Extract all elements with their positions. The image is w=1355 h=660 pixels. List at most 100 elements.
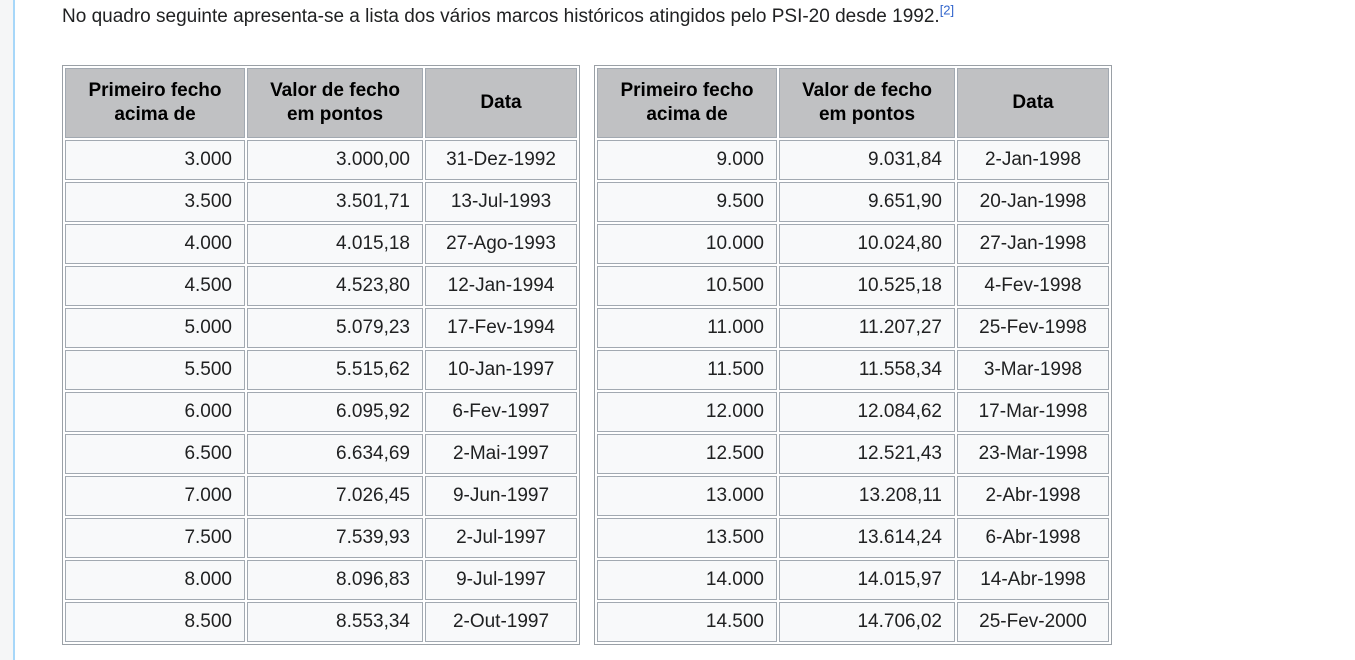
threshold-cell: 5.000 [65, 308, 245, 348]
close-value-cell: 11.558,34 [779, 350, 955, 390]
date-cell: 27-Ago-1993 [425, 224, 577, 264]
date-cell: 23-Mar-1998 [957, 434, 1109, 474]
close-value-cell: 10.024,80 [779, 224, 955, 264]
column-header-date: Data [957, 68, 1109, 138]
date-cell: 12-Jan-1994 [425, 266, 577, 306]
close-value-cell: 4.523,80 [247, 266, 423, 306]
intro-paragraph: No quadro seguinte apresenta-se a lista … [62, 0, 1342, 29]
table-row: 11.500 11.558,34 3-Mar-1998 [597, 350, 1109, 390]
close-value-cell: 13.208,11 [779, 476, 955, 516]
close-value-cell: 9.031,84 [779, 140, 955, 180]
date-cell: 13-Jul-1993 [425, 182, 577, 222]
close-value-cell: 5.079,23 [247, 308, 423, 348]
content-left-border-rail [0, 0, 15, 660]
threshold-cell: 10.500 [597, 266, 777, 306]
table-row: 12.500 12.521,43 23-Mar-1998 [597, 434, 1109, 474]
date-cell: 25-Fev-1998 [957, 308, 1109, 348]
close-value-cell: 6.634,69 [247, 434, 423, 474]
threshold-cell: 10.000 [597, 224, 777, 264]
close-value-cell: 5.515,62 [247, 350, 423, 390]
table-row: 14.000 14.015,97 14-Abr-1998 [597, 560, 1109, 600]
table-row: 5.000 5.079,23 17-Fev-1994 [65, 308, 577, 348]
threshold-cell: 4.500 [65, 266, 245, 306]
date-cell: 27-Jan-1998 [957, 224, 1109, 264]
threshold-cell: 3.000 [65, 140, 245, 180]
column-header-close-value: Valor de fecho em pontos [779, 68, 955, 138]
close-value-cell: 14.015,97 [779, 560, 955, 600]
date-cell: 2-Abr-1998 [957, 476, 1109, 516]
column-header-close-value: Valor de fecho em pontos [247, 68, 423, 138]
close-value-cell: 4.015,18 [247, 224, 423, 264]
table-row: 10.500 10.525,18 4-Fev-1998 [597, 266, 1109, 306]
date-cell: 2-Jan-1998 [957, 140, 1109, 180]
table-row: 3.500 3.501,71 13-Jul-1993 [65, 182, 577, 222]
close-value-cell: 6.095,92 [247, 392, 423, 432]
intro-text: No quadro seguinte apresenta-se a lista … [62, 6, 940, 27]
date-cell: 6-Fev-1997 [425, 392, 577, 432]
threshold-cell: 8.500 [65, 602, 245, 642]
close-value-cell: 7.539,93 [247, 518, 423, 558]
close-value-cell: 12.084,62 [779, 392, 955, 432]
date-cell: 31-Dez-1992 [425, 140, 577, 180]
table-row: 8.000 8.096,83 9-Jul-1997 [65, 560, 577, 600]
header-row: Primeiro fecho acima de Valor de fecho em… [65, 68, 577, 138]
threshold-cell: 13.000 [597, 476, 777, 516]
close-value-cell: 8.096,83 [247, 560, 423, 600]
date-cell: 9-Jun-1997 [425, 476, 577, 516]
close-value-cell: 3.501,71 [247, 182, 423, 222]
table-row: 13.000 13.208,11 2-Abr-1998 [597, 476, 1109, 516]
table-row: 12.000 12.084,62 17-Mar-1998 [597, 392, 1109, 432]
reference-link[interactable]: [2] [939, 2, 955, 18]
date-cell: 3-Mar-1998 [957, 350, 1109, 390]
close-value-cell: 10.525,18 [779, 266, 955, 306]
date-cell: 6-Abr-1998 [957, 518, 1109, 558]
close-value-cell: 8.553,34 [247, 602, 423, 642]
threshold-cell: 6.500 [65, 434, 245, 474]
table-row: 6.500 6.634,69 2-Mai-1997 [65, 434, 577, 474]
threshold-cell: 4.000 [65, 224, 245, 264]
date-cell: 17-Fev-1994 [425, 308, 577, 348]
close-value-cell: 3.000,00 [247, 140, 423, 180]
threshold-cell: 6.000 [65, 392, 245, 432]
threshold-cell: 5.500 [65, 350, 245, 390]
header-row: Primeiro fecho acima de Valor de fecho em… [597, 68, 1109, 138]
date-cell: 10-Jan-1997 [425, 350, 577, 390]
close-value-cell: 14.706,02 [779, 602, 955, 642]
table-row: 4.000 4.015,18 27-Ago-1993 [65, 224, 577, 264]
milestones-table-left: Primeiro fecho acima de Valor de fecho em… [62, 65, 580, 645]
threshold-cell: 8.000 [65, 560, 245, 600]
date-cell: 2-Mai-1997 [425, 434, 577, 474]
milestones-tables: Primeiro fecho acima de Valor de fecho em… [62, 65, 1342, 645]
threshold-cell: 11.500 [597, 350, 777, 390]
close-value-cell: 7.026,45 [247, 476, 423, 516]
table-row: 3.000 3.000,00 31-Dez-1992 [65, 140, 577, 180]
close-value-cell: 13.614,24 [779, 518, 955, 558]
date-cell: 25-Fev-2000 [957, 602, 1109, 642]
table-row: 9.500 9.651,90 20-Jan-1998 [597, 182, 1109, 222]
date-cell: 2-Jul-1997 [425, 518, 577, 558]
date-cell: 17-Mar-1998 [957, 392, 1109, 432]
threshold-cell: 7.000 [65, 476, 245, 516]
table-row: 13.500 13.614,24 6-Abr-1998 [597, 518, 1109, 558]
table-row: 4.500 4.523,80 12-Jan-1994 [65, 266, 577, 306]
threshold-cell: 9.500 [597, 182, 777, 222]
threshold-cell: 14.500 [597, 602, 777, 642]
threshold-cell: 12.000 [597, 392, 777, 432]
table-row: 6.000 6.095,92 6-Fev-1997 [65, 392, 577, 432]
milestones-table-right: Primeiro fecho acima de Valor de fecho em… [594, 65, 1112, 645]
table-row: 5.500 5.515,62 10-Jan-1997 [65, 350, 577, 390]
table-row: 10.000 10.024,80 27-Jan-1998 [597, 224, 1109, 264]
threshold-cell: 11.000 [597, 308, 777, 348]
column-header-threshold: Primeiro fecho acima de [597, 68, 777, 138]
table-row: 7.500 7.539,93 2-Jul-1997 [65, 518, 577, 558]
table-row: 11.000 11.207,27 25-Fev-1998 [597, 308, 1109, 348]
date-cell: 4-Fev-1998 [957, 266, 1109, 306]
article-content: No quadro seguinte apresenta-se a lista … [62, 0, 1342, 645]
date-cell: 9-Jul-1997 [425, 560, 577, 600]
date-cell: 2-Out-1997 [425, 602, 577, 642]
threshold-cell: 13.500 [597, 518, 777, 558]
close-value-cell: 12.521,43 [779, 434, 955, 474]
column-header-date: Data [425, 68, 577, 138]
table-row: 8.500 8.553,34 2-Out-1997 [65, 602, 577, 642]
